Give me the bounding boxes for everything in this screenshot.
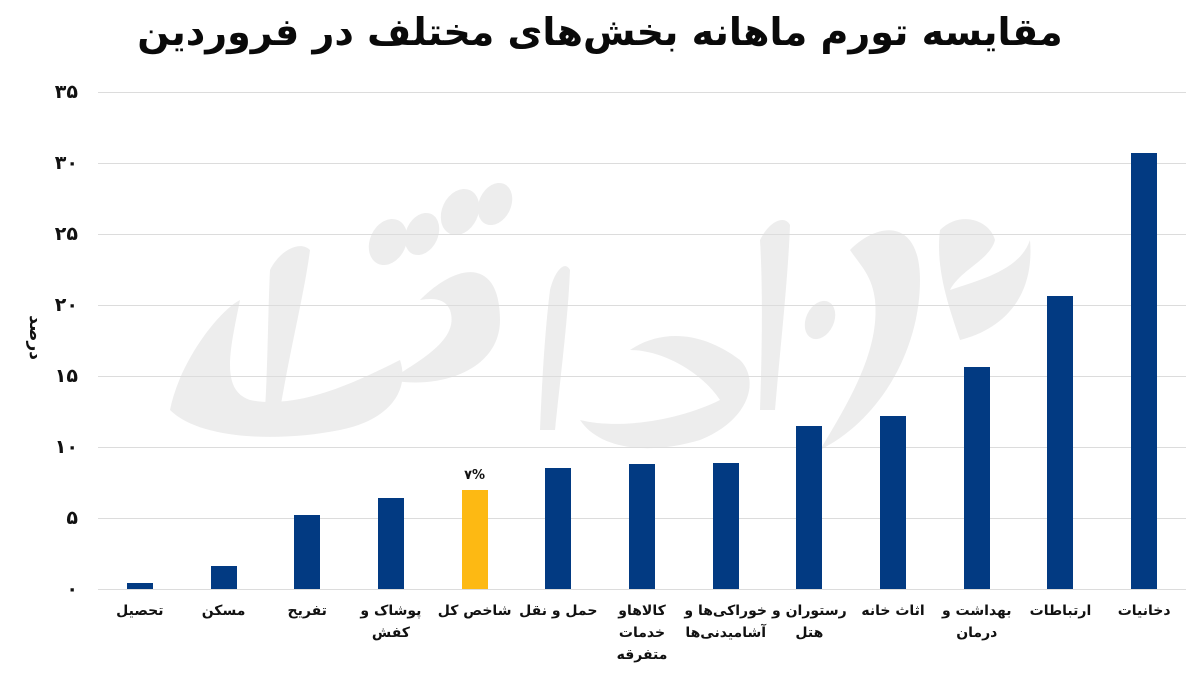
gridline [98, 305, 1186, 306]
x-tick-label-line: اثاث خانه [861, 603, 925, 619]
x-tick-label-line: آشامیدنی‌ها [685, 625, 767, 641]
x-tick-label-line: شاخص کل [437, 603, 512, 619]
x-tick-label-line: ارتباطات [1029, 603, 1092, 619]
bar [629, 464, 655, 589]
gridline [98, 447, 1186, 448]
x-tick-label-line: هتل [795, 625, 824, 641]
x-tick-label: شاخص کل [433, 600, 517, 622]
bar [880, 415, 907, 589]
bar [712, 462, 739, 589]
gridline [98, 589, 1186, 590]
bar [1047, 296, 1074, 589]
y-tick-label: ۲۵ [54, 223, 78, 245]
bar [126, 583, 153, 589]
x-tick-label-line: درمان [956, 625, 998, 641]
x-tick-label: خوراکی‌ها و آشامیدنی‌ها [684, 600, 768, 644]
gridline [98, 92, 1186, 93]
x-tick-label-line: حمل و نقل [519, 603, 598, 619]
bar-highlighted [461, 489, 488, 589]
y-tick-label: ۵ [66, 507, 78, 529]
bar [545, 468, 572, 589]
bar [294, 515, 321, 589]
x-tick-label: مسکن [182, 600, 266, 622]
plot-area: ۷% [98, 92, 1186, 590]
y-tick-label: ۳۰ [54, 152, 78, 174]
x-tick-label: پوشاک و کفش [349, 600, 433, 644]
gridline [98, 163, 1186, 164]
gridline [98, 376, 1186, 377]
x-tick-label-line: تحصیل [116, 603, 164, 619]
x-tick-label-line: مسکن [201, 603, 246, 619]
x-tick-label-line: پوشاک و [360, 603, 422, 619]
bar [1131, 153, 1158, 589]
x-tick-label: کالاهاو خدمات متفرقه [600, 600, 684, 666]
gridline [98, 234, 1186, 235]
y-tick-label: ۱۵ [54, 365, 78, 387]
x-tick-label-line: تفریح [287, 603, 327, 619]
x-tick-label-line: بهداشت و [941, 603, 1012, 619]
y-tick-label: ۳۵ [54, 81, 78, 103]
x-tick-label: رستوران و هتل [767, 600, 851, 644]
x-tick-label-line: کفش [371, 625, 410, 641]
chart-title: مقایسه تورم ماهانه بخش‌های مختلف در فرور… [137, 10, 1063, 54]
x-tick-label: بهداشت و درمان [935, 600, 1019, 644]
y-tick-label: ۱۰ [54, 436, 78, 458]
x-tick-label: تحصیل [98, 600, 182, 622]
x-tick-label-line: دخانیات [1117, 603, 1171, 619]
x-tick-label: تفریح [265, 600, 349, 622]
x-tick-label: دخانیات [1102, 600, 1186, 622]
x-tick-label-line: خوراکی‌ها و [684, 603, 767, 619]
bar [796, 425, 823, 589]
x-tick-label-line: رستوران و [772, 603, 847, 619]
x-tick-label: اثاث خانه [851, 600, 935, 622]
y-tick-label: ۲۰ [54, 294, 78, 316]
y-tick-label: ۰ [66, 578, 78, 600]
x-tick-label: ارتباطات [1018, 600, 1102, 622]
x-tick-label-line: کالاهاو [618, 603, 666, 619]
bar [963, 367, 990, 589]
x-tick-label-line: خدمات [618, 625, 666, 641]
bar [377, 498, 404, 589]
y-axis-label: درصد [25, 315, 45, 360]
x-tick-label: حمل و نقل [516, 600, 600, 622]
bar [210, 566, 237, 589]
data-label: ۷% [464, 467, 486, 483]
x-tick-label-line: متفرقه [616, 647, 668, 663]
